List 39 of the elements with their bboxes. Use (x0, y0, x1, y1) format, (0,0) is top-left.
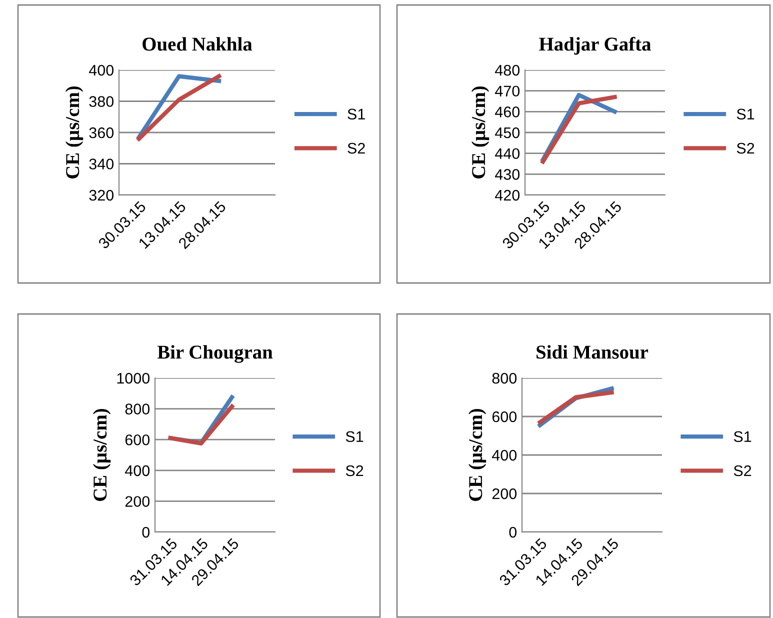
y-tick-label: 400 (89, 64, 114, 76)
y-tick-label: 600 (492, 411, 517, 422)
y-tick-label: 200 (492, 488, 517, 500)
y-axis-title: CE (µs/cm) (92, 408, 111, 501)
y-tick-label: 440 (495, 148, 520, 160)
legend-label: S2 (348, 142, 365, 154)
y-tick-label: 450 (495, 127, 520, 138)
legend-label: S1 (346, 431, 364, 442)
y-tick-label: 200 (125, 496, 150, 507)
y-tick-label: 340 (89, 158, 114, 170)
y-tick-label: 480 (495, 64, 520, 76)
y-tick-label: 430 (495, 169, 520, 180)
y-tick-label: 360 (89, 127, 114, 138)
legend-label: S2 (346, 465, 364, 476)
legend-label: S2 (736, 142, 754, 154)
y-tick-label: 460 (495, 106, 520, 118)
y-tick-label: 800 (125, 404, 150, 414)
y-tick-label: 320 (89, 190, 114, 201)
legend-label: S2 (734, 465, 752, 476)
y-axis-title: CE (µs/cm) (65, 86, 84, 178)
legend-label: S1 (736, 108, 754, 120)
chart-title: Bir Chougran (157, 345, 273, 363)
legend-label: S1 (348, 108, 365, 120)
chart-title: Sidi Mansour (536, 345, 648, 359)
y-tick-label: 600 (125, 434, 150, 446)
y-tick-label: 1000 (117, 372, 150, 384)
y-tick-label: 800 (492, 372, 517, 384)
y-tick-label: 400 (492, 450, 517, 461)
y-tick-label: 470 (495, 86, 520, 97)
y-tick-label: 0 (509, 526, 517, 538)
y-axis-title: CE (µs/cm) (471, 86, 490, 178)
y-tick-label: 380 (89, 96, 114, 107)
chart-title: Hadjar Gafta (539, 36, 651, 55)
legend-label: S1 (734, 431, 752, 442)
y-tick-label: 400 (125, 465, 150, 476)
chart-title: Oued Nakhla (142, 37, 252, 51)
y-axis-title: CE (µs/cm) (468, 408, 486, 501)
y-tick-label: 420 (495, 190, 520, 201)
y-tick-label: 0 (142, 526, 150, 538)
